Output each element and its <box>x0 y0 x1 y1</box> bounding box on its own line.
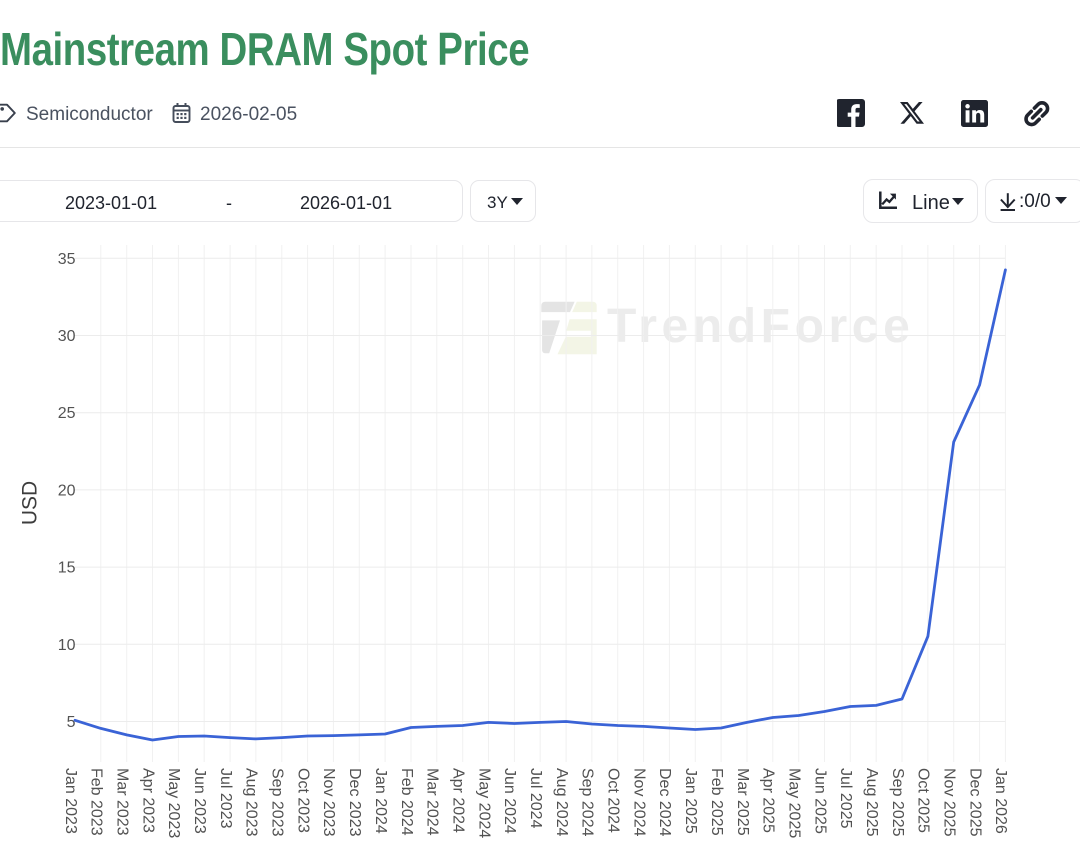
svg-text:Mar 2023: Mar 2023 <box>113 768 130 836</box>
svg-text:Apr 2025: Apr 2025 <box>760 768 777 833</box>
svg-text:Oct 2024: Oct 2024 <box>604 768 621 833</box>
svg-text:Feb 2023: Feb 2023 <box>88 768 105 836</box>
svg-text:Aug 2024: Aug 2024 <box>553 768 570 837</box>
svg-text:Dec 2025: Dec 2025 <box>966 768 983 837</box>
svg-text:Mar 2025: Mar 2025 <box>734 768 751 836</box>
svg-text:Jul 2024: Jul 2024 <box>527 768 544 829</box>
svg-text:20: 20 <box>58 482 76 499</box>
svg-text:Nov 2023: Nov 2023 <box>320 768 337 837</box>
svg-text:May 2023: May 2023 <box>165 768 182 838</box>
svg-text:Jan 2024: Jan 2024 <box>372 768 389 834</box>
svg-text:Mar 2024: Mar 2024 <box>424 768 441 836</box>
svg-text:Jul 2023: Jul 2023 <box>217 768 234 829</box>
svg-text:15: 15 <box>58 560 76 577</box>
svg-text:Sep 2024: Sep 2024 <box>579 768 596 837</box>
svg-text:Apr 2023: Apr 2023 <box>139 768 156 833</box>
svg-text:Jul 2025: Jul 2025 <box>837 768 854 829</box>
svg-text:Sep 2023: Sep 2023 <box>269 768 286 837</box>
svg-text:Oct 2025: Oct 2025 <box>915 768 932 833</box>
svg-text:25: 25 <box>58 405 76 422</box>
svg-text:5: 5 <box>67 714 76 731</box>
svg-text:Aug 2025: Aug 2025 <box>863 768 880 837</box>
svg-text:Dec 2023: Dec 2023 <box>346 768 363 837</box>
svg-text:35: 35 <box>58 251 76 268</box>
svg-text:Apr 2024: Apr 2024 <box>449 768 466 833</box>
svg-text:Aug 2023: Aug 2023 <box>243 768 260 837</box>
svg-text:Oct 2023: Oct 2023 <box>294 768 311 833</box>
svg-text:Nov 2025: Nov 2025 <box>940 768 957 837</box>
svg-text:30: 30 <box>58 328 76 345</box>
svg-text:Dec 2024: Dec 2024 <box>656 768 673 837</box>
svg-text:USD: USD <box>19 481 42 525</box>
svg-text:Jun 2024: Jun 2024 <box>501 768 518 834</box>
svg-text:Jun 2025: Jun 2025 <box>811 768 828 834</box>
svg-text:May 2025: May 2025 <box>785 768 802 838</box>
svg-text:Feb 2024: Feb 2024 <box>398 768 415 836</box>
svg-text:Sep 2025: Sep 2025 <box>889 768 906 837</box>
svg-text:May 2024: May 2024 <box>475 768 492 838</box>
svg-text:10: 10 <box>58 637 76 654</box>
svg-text:Jan 2023: Jan 2023 <box>62 768 79 834</box>
svg-text:Feb 2025: Feb 2025 <box>708 768 725 836</box>
svg-text:Nov 2024: Nov 2024 <box>630 768 647 837</box>
svg-text:TrendForce: TrendForce <box>607 300 914 353</box>
svg-text:Jun 2023: Jun 2023 <box>191 768 208 834</box>
svg-text:Jan 2026: Jan 2026 <box>992 768 1009 834</box>
svg-text:Jan 2025: Jan 2025 <box>682 768 699 834</box>
